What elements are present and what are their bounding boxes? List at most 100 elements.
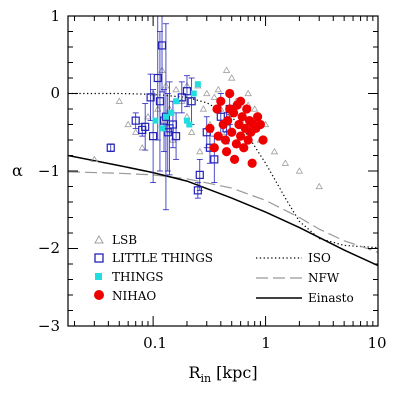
- nihao-point: [225, 104, 235, 114]
- y-axis-title: α: [12, 161, 23, 180]
- legend-things-marker: [95, 273, 102, 280]
- nihao-point: [221, 147, 232, 157]
- things-point: [168, 109, 175, 116]
- nihao-point: [227, 127, 237, 137]
- little-things-point: [149, 132, 158, 141]
- curve-nfw: [68, 171, 378, 253]
- nihao-point: [253, 112, 263, 122]
- lsb-point: [270, 147, 279, 155]
- y-tick-label-minus-2: −2: [38, 239, 60, 257]
- things-point: [183, 117, 190, 124]
- lsb-point: [196, 147, 204, 155]
- nihao-point: [213, 131, 223, 141]
- lsb-point: [244, 89, 252, 97]
- nihao-point: [236, 96, 246, 106]
- little-things-point: [171, 132, 181, 141]
- little-things-point: [187, 97, 196, 106]
- nihao-point: [239, 143, 249, 153]
- x-tick-label-10: 10: [367, 334, 386, 352]
- things-point: [162, 113, 169, 120]
- legend-nihao-marker: [94, 290, 104, 300]
- curve-iso: [68, 92, 378, 249]
- little-things-point: [141, 122, 150, 131]
- little-things-point: [177, 93, 186, 102]
- legend-things-label: THINGS: [112, 270, 164, 284]
- data-markers: [90, 16, 323, 211]
- lsb-point: [214, 85, 222, 93]
- nihao-point: [231, 139, 241, 149]
- nihao-point: [223, 116, 233, 126]
- y-tick-label-minus-1: −1: [38, 162, 60, 180]
- nihao-point: [255, 119, 266, 130]
- things-point: [186, 121, 193, 128]
- legend-lsb-marker: [94, 234, 104, 244]
- lsb-point: [295, 167, 304, 174]
- model-curves: [68, 92, 378, 267]
- little-things-point: [131, 116, 140, 125]
- little-things-point: [216, 112, 225, 121]
- x-axis-title-subscript: in: [200, 372, 211, 385]
- little-things-point: [146, 93, 155, 102]
- lsb-point: [172, 85, 180, 93]
- nihao-point: [258, 135, 268, 145]
- lsb-point: [132, 128, 140, 135]
- x-tick-label-0.1: 0.1: [143, 334, 167, 352]
- nihao-point: [236, 131, 246, 141]
- x-axis-title-main: R: [188, 363, 201, 382]
- legend-nfw-label: NFW: [308, 271, 340, 285]
- legend: LSB LITTLE THINGS THINGS NIHAO ISO NFW E…: [94, 233, 354, 305]
- legend-little-things-label: LITTLE THINGS: [112, 251, 213, 265]
- lsb-point: [90, 155, 99, 162]
- lsb-point: [210, 93, 218, 100]
- nihao-point: [205, 123, 215, 133]
- little-things-point: [182, 87, 192, 96]
- lsb-point: [138, 143, 146, 151]
- nihao-point: [243, 135, 253, 145]
- little-things-point: [155, 97, 165, 106]
- y-tick-label-minus-3: −3: [38, 317, 60, 335]
- things-point: [190, 90, 197, 97]
- lsb-point: [115, 97, 123, 104]
- lsb-point: [222, 66, 231, 73]
- little-things-point: [157, 41, 167, 50]
- legend-little-things-marker: [94, 253, 104, 263]
- things-point: [173, 98, 180, 105]
- lsb-point: [187, 128, 196, 135]
- little-things-point: [153, 73, 162, 83]
- lsb-point: [124, 120, 132, 128]
- nihao-point: [225, 88, 235, 99]
- lsb-point: [144, 112, 152, 120]
- nihao-point: [216, 96, 226, 106]
- nihao-point: [220, 135, 231, 145]
- legend-lsb-label: LSB: [112, 233, 137, 247]
- nihao-point: [242, 104, 252, 114]
- axis-ticks: [68, 15, 379, 327]
- legend-einasto-label: Einasto: [308, 291, 354, 305]
- legend-iso-label: ISO: [308, 251, 331, 265]
- lsb-point: [315, 182, 323, 190]
- x-axis-title-unit: [kpc]: [211, 363, 257, 382]
- lsb-point: [203, 89, 211, 97]
- x-axis-title: Rin [kpc]: [188, 363, 257, 385]
- little-things-point: [195, 170, 204, 179]
- nihao-point: [237, 112, 247, 122]
- lsb-point: [199, 105, 208, 112]
- nihao-point: [209, 143, 219, 153]
- lsb-point: [228, 74, 236, 81]
- nihao-point: [247, 158, 257, 168]
- nihao-point: [212, 104, 222, 114]
- things-point: [194, 81, 201, 88]
- x-tick-label-1: 1: [261, 334, 271, 352]
- y-tick-label-0: 0: [50, 84, 60, 102]
- nihao-point: [229, 154, 240, 164]
- little-things-point: [106, 143, 115, 152]
- curve-einasto: [68, 154, 378, 267]
- lsb-point: [250, 105, 259, 112]
- legend-nihao-label: NIHAO: [112, 289, 156, 303]
- little-things-point: [210, 155, 219, 164]
- things-point: [152, 117, 159, 124]
- things-point: [159, 125, 166, 132]
- lsb-point: [281, 159, 290, 166]
- y-tick-label-1: 1: [50, 7, 60, 25]
